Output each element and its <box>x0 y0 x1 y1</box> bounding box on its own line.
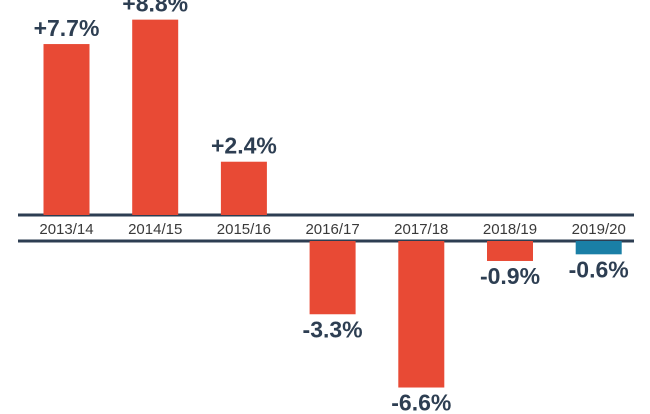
category-label-2017/18: 2017/18 <box>394 221 448 238</box>
data-labels-group: +7.7% +8.8% +2.4% -3.3% -6.6% -0.9% -0.6% <box>34 0 629 414</box>
bar-2013/14 <box>43 44 90 216</box>
data-label-2019/20: -0.6% <box>569 256 629 282</box>
data-label-2017/18: -6.6% <box>391 390 451 414</box>
data-label-2016/17: -3.3% <box>303 316 363 342</box>
bar-2015/16 <box>220 161 267 215</box>
bar-2019/20 <box>575 241 622 255</box>
data-label-2013/14: +7.7% <box>34 15 100 41</box>
category-label-2016/17: 2016/17 <box>305 221 359 238</box>
category-label-2018/19: 2018/19 <box>483 221 537 238</box>
data-label-2014/15: +8.8% <box>122 0 188 17</box>
bar-2018/19 <box>487 241 533 261</box>
category-label-2014/15: 2014/15 <box>128 221 182 238</box>
bar-2016/17 <box>309 241 356 315</box>
data-label-2018/19: -0.9% <box>480 263 540 289</box>
category-label-2019/20: 2019/20 <box>572 221 626 238</box>
bar-2014/15 <box>132 19 179 215</box>
data-label-2015/16: +2.4% <box>211 133 277 159</box>
bars-group <box>43 19 622 388</box>
category-labels-group: 2013/14 2014/15 2015/16 2016/17 2017/18 2018/… <box>39 221 625 238</box>
category-label-2015/16: 2015/16 <box>217 221 271 238</box>
bar-2017/18 <box>398 241 445 388</box>
category-label-2013/14: 2013/14 <box>39 221 93 238</box>
